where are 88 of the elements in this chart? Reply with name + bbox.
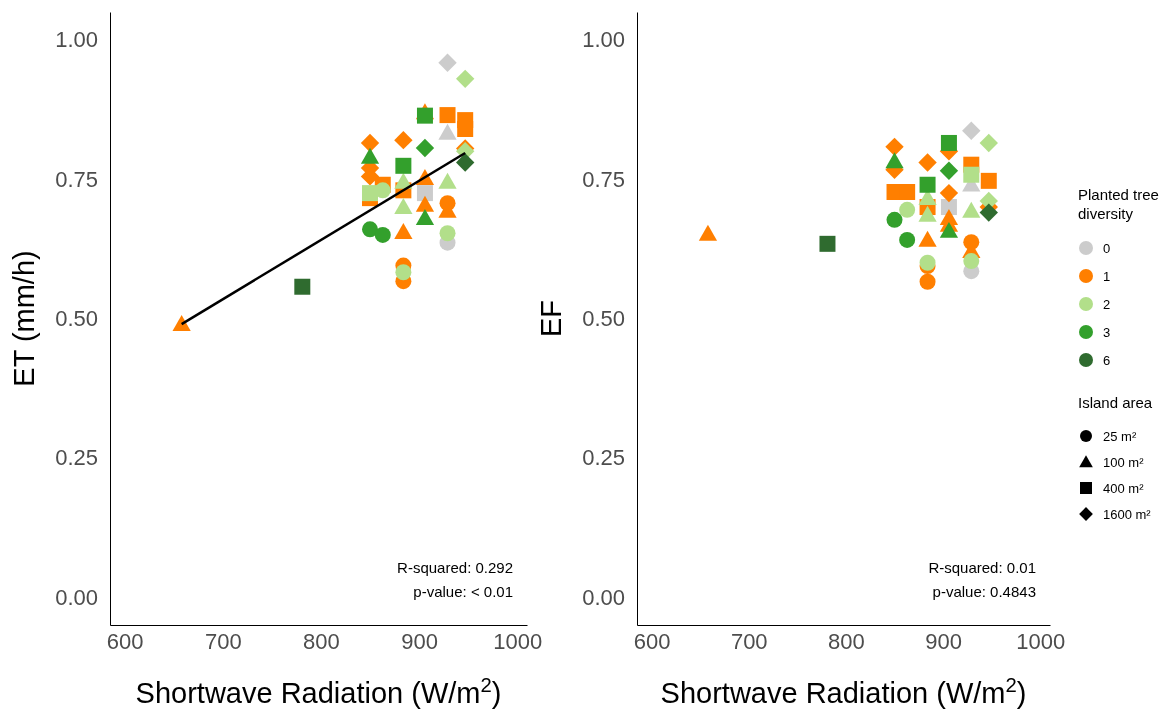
point	[698, 224, 718, 241]
legend-label: 3	[1103, 325, 1111, 340]
y-tick-label: 0.00	[582, 584, 625, 610]
y-tick-label: 0.75	[582, 166, 625, 192]
annotation: p-value: 0.4843	[932, 583, 1036, 600]
annotation: R-squared: 0.292	[397, 559, 513, 576]
legend-title: Planted tree diversity	[1078, 186, 1159, 222]
point	[962, 201, 981, 218]
y-tick-label: 0.00	[55, 584, 98, 610]
point	[886, 211, 903, 228]
point	[963, 166, 980, 183]
annotation: p-value: < 0.01	[413, 583, 513, 600]
point	[362, 221, 379, 238]
x-tick-label: 600	[106, 628, 144, 654]
x-tick-label: 600	[633, 628, 671, 654]
point	[455, 153, 475, 172]
legend-label: 6	[1103, 353, 1111, 368]
y-tick-label: 0.25	[55, 445, 98, 471]
y-tick-label: 0.25	[582, 445, 625, 471]
point	[394, 223, 413, 239]
y-tick-label: 0.50	[582, 306, 625, 332]
point	[455, 69, 475, 89]
point	[980, 172, 997, 189]
point	[919, 273, 936, 290]
point	[439, 107, 456, 124]
point	[374, 226, 391, 243]
point	[394, 197, 413, 214]
point	[362, 185, 379, 202]
x-tick-label: 800	[303, 628, 340, 654]
point	[395, 264, 412, 281]
annotation: R-squared: 0.01	[928, 559, 1036, 576]
x-tick-label: 900	[925, 628, 962, 654]
text: Island area	[1078, 394, 1153, 411]
point	[918, 205, 937, 222]
point	[415, 209, 435, 226]
point	[819, 235, 836, 252]
point	[439, 225, 456, 242]
point	[918, 153, 937, 172]
point	[919, 176, 936, 193]
point	[940, 134, 957, 151]
point	[939, 161, 959, 181]
point	[360, 147, 380, 164]
point	[962, 121, 981, 140]
point	[360, 133, 380, 153]
x-axis-title: Shortwave Radiation (W/m$^{2}$)	[660, 674, 1027, 709]
point	[885, 152, 904, 169]
y-axis-title: EF	[535, 299, 567, 338]
text: 400 m²	[1103, 481, 1145, 496]
point	[438, 53, 457, 72]
x-tick-label: 700	[730, 628, 768, 654]
point	[963, 253, 980, 270]
point	[172, 314, 191, 331]
x-tick-label: 1000	[493, 628, 543, 654]
point	[395, 157, 412, 174]
x-tick-label: 800	[828, 628, 865, 654]
text: 100 m²	[1103, 455, 1145, 470]
point	[979, 203, 998, 222]
point	[979, 133, 998, 153]
point	[939, 221, 959, 238]
legend-label: 0	[1103, 241, 1111, 256]
text: 1600 m²	[1103, 507, 1152, 522]
point	[394, 130, 413, 150]
point	[939, 183, 959, 203]
y-tick-label: 1.00	[55, 27, 98, 53]
point	[939, 209, 959, 226]
text: 25 m²	[1103, 429, 1137, 444]
point	[438, 123, 457, 140]
y-tick-label: 1.00	[582, 27, 625, 53]
point	[457, 121, 474, 138]
y-tick-label: 0.50	[55, 306, 98, 332]
point	[294, 278, 311, 295]
point	[899, 231, 916, 248]
legend-label: 1	[1103, 269, 1111, 284]
point	[438, 172, 457, 189]
y-tick-label: 0.75	[55, 166, 98, 192]
x-tick-label: 700	[204, 628, 242, 654]
x-tick-label: 900	[401, 628, 438, 654]
point	[918, 230, 937, 247]
point	[899, 201, 916, 218]
legend-label: 2	[1103, 297, 1111, 312]
point	[415, 195, 435, 212]
point	[885, 137, 904, 157]
point	[416, 185, 433, 202]
point	[415, 138, 435, 158]
y-axis-title: ET (mm/h)	[8, 250, 40, 387]
x-axis-title: Shortwave Radiation (W/m$^{2}$)	[135, 674, 502, 709]
point	[919, 254, 936, 271]
x-tick-label: 1000	[1016, 628, 1066, 654]
